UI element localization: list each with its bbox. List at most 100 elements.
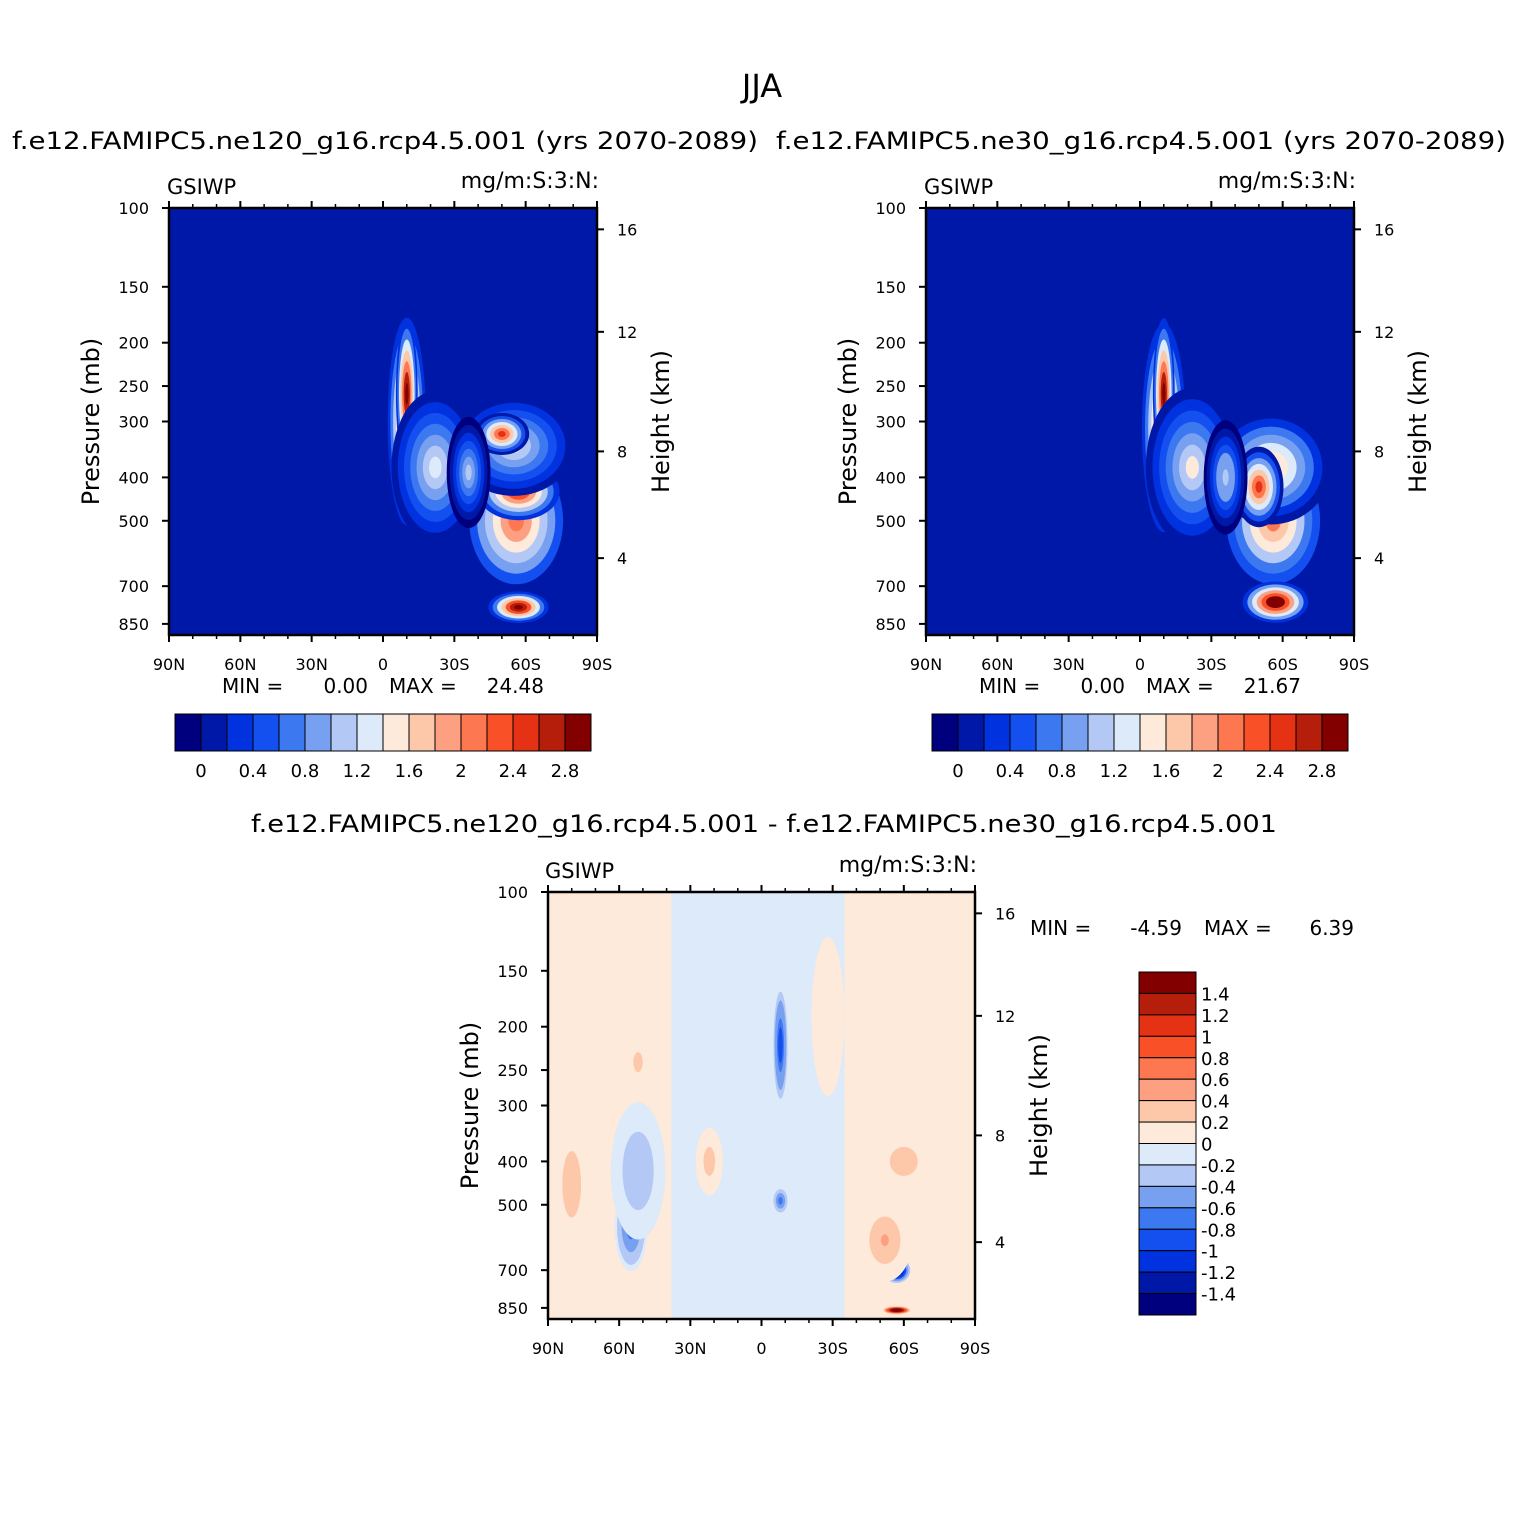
panel3-colorbar-label-12: -1 [1201,1242,1219,1263]
panel2-ytick-label-100: 100 [875,199,906,218]
panel3-colorbar-label-0: 1.4 [1201,984,1230,1005]
panel1-colorbar-label-2: 0.8 [291,761,320,782]
panel2-ytick-label-300: 300 [875,413,906,432]
panel3-colorbar-label-7: 0 [1201,1135,1212,1156]
panel3-colorbar-box-10 [1138,1185,1197,1209]
panel3-tropical-band [671,892,845,1319]
panel1-ytick-label-250: 250 [118,377,149,396]
panel1-ytick-label-100: 100 [118,199,149,218]
panel3-left-string: GSIWP [545,859,614,883]
panel3-colorbar-box-13 [1138,1250,1197,1273]
panel2-ytick-right-label-12: 12 [1374,323,1394,342]
panel2-colorbar-box-11 [1217,713,1245,752]
panel1-colorbar-box-4 [278,713,306,752]
panel2-ytick-right-label-16: 16 [1374,220,1394,239]
panel2-colorbar-label-7: 2.8 [1308,761,1337,782]
panel1-blob-5-level-6 [429,456,442,479]
panel1-ytick-label-150: 150 [118,278,149,297]
panel3-blob-10-level-6 [568,1173,575,1196]
panel3-stat-min-label: MIN = [1030,916,1091,940]
panel1-field [387,317,574,623]
panel2-colorbar-box-2 [983,713,1011,752]
panel3-ytick-label-850: 850 [497,1299,528,1318]
panel3-ytick-label-700: 700 [497,1261,528,1280]
panel2-colorbar-box-12 [1243,713,1271,752]
panel2-right-string: mg/m:S:3:N: [1218,169,1356,194]
panel1-colorbar-box-6 [330,713,358,752]
panel3-colorbar-box-5 [1138,1078,1197,1102]
panel3-colorbar-box-0 [1138,971,1197,994]
panel2-ytick-label-700: 700 [875,577,906,596]
panel1-colorbar-label-6: 2.4 [499,761,528,782]
panel2-ytick-label-150: 150 [875,278,906,297]
panel3-ytick-label-150: 150 [497,962,528,981]
panel3-colorbar-label-8: -0.2 [1201,1156,1236,1177]
panel2-colorbar-box-14 [1295,713,1323,752]
panel1-colorbar [174,713,592,752]
panel2-colorbar-label-3: 1.2 [1100,761,1129,782]
panel2-colorbar-label-5: 2 [1212,761,1223,782]
panel3-colorbar-box-7 [1138,1121,1197,1145]
panel3-blob-2-level-6 [881,1234,889,1247]
panel2-colorbar-box-9 [1165,713,1193,752]
panel1-colorbar-box-5 [304,713,332,752]
panel2-ytick-label-850: 850 [875,615,906,634]
panel1-colorbar-box-10 [434,713,462,752]
panel2-colorbar-box-10 [1191,713,1219,752]
panel3-colorbar-label-1: 1.2 [1201,1006,1230,1027]
panel1-ytick-right-label-8: 8 [617,442,627,461]
panel2-blob-4-level-6 [1162,382,1166,405]
panel1-colorbar-box-7 [356,713,384,752]
panel3-colorbar-box-15 [1138,1293,1197,1316]
panel3-xtick-label-60N: 60N [603,1339,635,1358]
panel3-stat-max: 6.39 [1309,916,1354,940]
panel2-colorbar-box-15 [1321,713,1349,752]
panel3-colorbar-label-14: -1.4 [1201,1285,1236,1306]
panel1-left-string: GSIWP [167,175,236,199]
panel2-ylabel: Pressure (mb) [834,338,862,505]
panel2-ytick-label-250: 250 [875,377,906,396]
panel1-colorbar-box-3 [252,713,280,752]
panel1-right-string: mg/m:S:3:N: [461,169,599,194]
panel1-xtick-label-90S: 90S [582,655,613,674]
panel2-xtick-label-90S: 90S [1339,655,1370,674]
panel2-colorbar-box-3 [1009,713,1037,752]
panel3-colorbar [1138,971,1197,1316]
panel2-ytick-right-label-8: 8 [1374,442,1384,461]
panel3-xtick-label-90S: 90S [960,1339,991,1358]
panel3-colorbar-box-14 [1138,1271,1197,1295]
panel2-colorbar-label-4: 1.6 [1152,761,1181,782]
panel2-xtick-label-30N: 30N [1053,655,1085,674]
panel3-ytick-label-100: 100 [497,883,528,902]
panel3-xtick-label-60S: 60S [889,1339,920,1358]
panel1-colorbar-label-3: 1.2 [343,761,372,782]
panel1-ytick-label-850: 850 [118,615,149,634]
panel3-colorbar-label-6: 0.2 [1201,1113,1230,1134]
panel1-ytick-right-label-16: 16 [617,220,637,239]
panel1-ytick-label-700: 700 [118,577,149,596]
panel1-colorbar-box-0 [174,713,202,752]
panel2-colorbar-label-6: 2.4 [1256,761,1285,782]
panel3-xtick-label-30S: 30S [817,1339,848,1358]
panel2-stat-min-label: MIN = [979,674,1040,698]
panel3-blob-8-level-6 [825,1005,831,1029]
panel3-ytick-right-label-16: 16 [995,904,1015,923]
panel2-stat-min: 0.00 [1080,674,1125,698]
panel1-colorbar-box-9 [408,713,436,752]
panel2-blob-5-level-6 [1185,456,1199,479]
panel1-colorbar-box-13 [512,713,540,752]
panel2-xtick-label-60S: 60S [1267,655,1298,674]
panel2-ytick-label-400: 400 [875,468,906,487]
panel1-stat-max: 24.48 [487,674,544,698]
panel1-blob-4-level-6 [405,382,409,405]
panel3-blob-1-level-6 [894,1309,899,1311]
panel3-colorbar-label-9: -0.4 [1201,1177,1236,1198]
panel2-ytick-right-label-4: 4 [1374,549,1384,568]
main-title: JJA [740,67,782,105]
panel3-colorbar-box-11 [1138,1207,1197,1230]
panel3-blob-9-level-6 [636,1058,640,1066]
panel2-colorbar-box-1 [957,713,985,752]
panel1-blob-2-level-6 [514,604,523,610]
panel3-blob-11-level-6 [707,1156,712,1167]
